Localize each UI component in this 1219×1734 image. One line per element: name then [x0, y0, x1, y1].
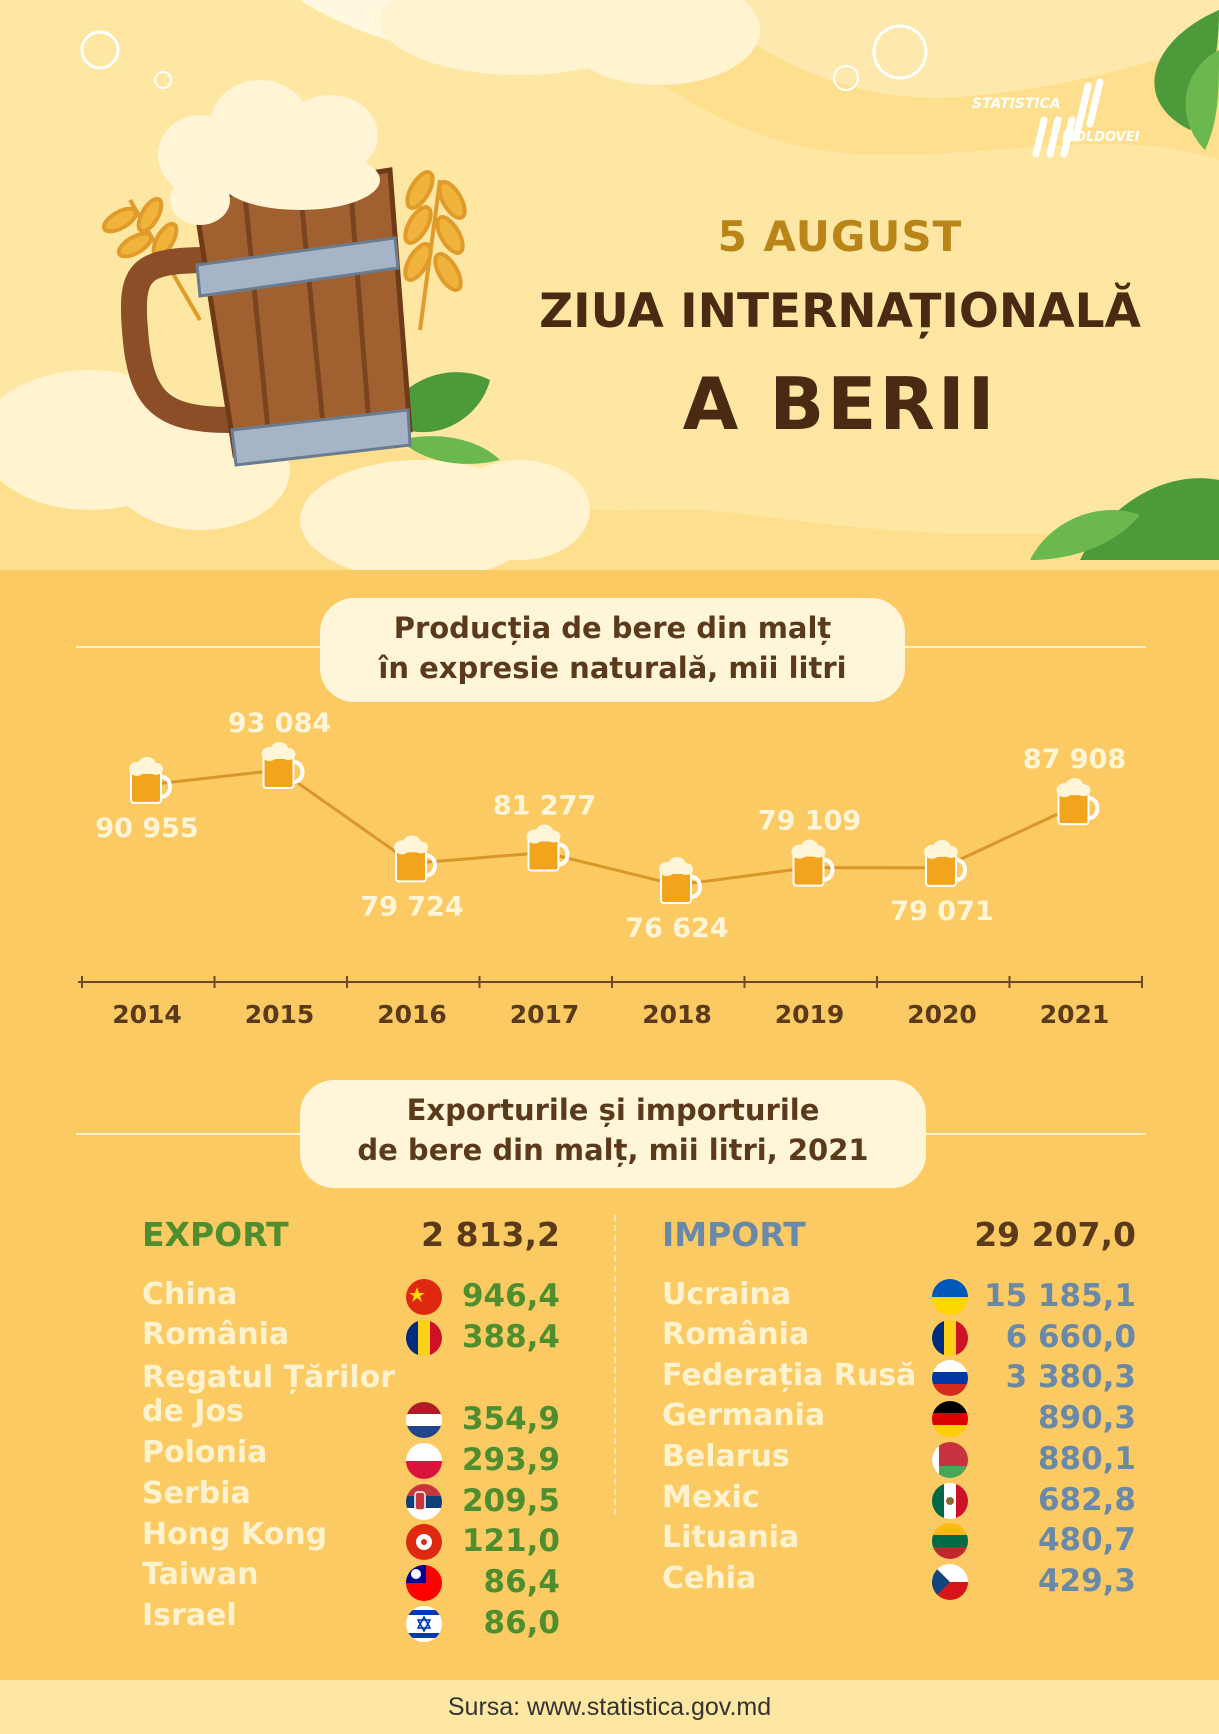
export-heading: EXPORT	[142, 1215, 289, 1254]
germany-flag-icon	[932, 1401, 968, 1437]
import-value: 15 185,1	[984, 1278, 1136, 1314]
import-value: 429,3	[1037, 1563, 1136, 1599]
import-country-name: Germania	[662, 1398, 826, 1433]
data-point-label: 76 624	[625, 913, 728, 944]
beer-mug-marker	[659, 857, 702, 904]
x-tick-label: 2015	[245, 1000, 315, 1029]
x-tick-label: 2018	[642, 1000, 712, 1029]
beer-mug-marker	[394, 835, 437, 883]
export-value: 293,9	[461, 1442, 560, 1478]
russia-flag-icon	[932, 1360, 968, 1396]
czechia-flag-icon	[932, 1564, 968, 1600]
romania-flag-icon	[932, 1320, 968, 1356]
x-tick-label: 2019	[775, 1000, 845, 1029]
beer-mug-marker	[129, 756, 172, 804]
netherlands-flag-icon	[406, 1402, 442, 1438]
export-value: 388,4	[461, 1319, 560, 1355]
export-value: 354,9	[461, 1401, 560, 1437]
export-country-name: România	[142, 1317, 290, 1352]
belarus-flag-icon	[932, 1442, 968, 1478]
export-value: 86,0	[483, 1605, 561, 1641]
import-country-name: România	[662, 1317, 810, 1352]
import-country-name: Ucraina	[662, 1277, 792, 1312]
import-heading: IMPORT	[662, 1215, 806, 1254]
export-country-name-line2: de Jos	[142, 1394, 244, 1429]
import-value: 682,8	[1037, 1482, 1136, 1518]
export-country-name: Hong Kong	[142, 1517, 328, 1552]
ukraine-flag-icon	[932, 1279, 968, 1315]
export-country-name: Israel	[142, 1598, 237, 1633]
production-section-title: Producția de bere din malț în expresie n…	[320, 598, 905, 702]
x-tick-label: 2021	[1040, 1000, 1110, 1029]
x-tick-label: 2016	[377, 1000, 447, 1029]
production-title-line2: în expresie naturală, mii litri	[378, 651, 847, 685]
trade-title-line2: de bere din malț, mii litri, 2021	[357, 1133, 869, 1167]
source-footer: Sursa: www.statistica.gov.md	[0, 1680, 1219, 1734]
export-country-name: Serbia	[142, 1476, 251, 1511]
import-country-name: Lituania	[662, 1520, 800, 1555]
export-country-name-line1: Regatul Țărilor	[142, 1360, 396, 1395]
data-point-label: 90 955	[95, 813, 198, 844]
export-total: 2 813,2	[421, 1215, 560, 1254]
import-value: 480,7	[1037, 1522, 1136, 1558]
hong-kong-flag-icon	[406, 1524, 442, 1560]
data-point-label: 79 071	[890, 896, 993, 927]
x-tick-label: 2017	[510, 1000, 580, 1029]
mexico-flag-icon	[932, 1483, 968, 1519]
beer-mug-marker	[526, 824, 570, 872]
import-value: 6 660,0	[1005, 1319, 1136, 1355]
export-country-name: Polonia	[142, 1435, 268, 1470]
poland-flag-icon	[406, 1443, 442, 1479]
data-point-label: 93 084	[228, 708, 331, 739]
export-country-name: Taiwan	[142, 1557, 259, 1592]
data-point-label: 79 109	[758, 806, 861, 837]
export-country-name: China	[142, 1277, 238, 1312]
import-country-name: Belarus	[662, 1439, 790, 1474]
x-tick-label: 2020	[907, 1000, 977, 1029]
beer-mug-marker	[1056, 778, 1100, 826]
import-country-name: Mexic	[662, 1480, 760, 1515]
production-series-line	[146, 768, 1076, 887]
lithuania-flag-icon	[932, 1523, 968, 1559]
import-country-name: Federația Rusă	[662, 1358, 917, 1393]
serbia-flag-icon	[406, 1484, 442, 1520]
x-tick-label: 2014	[112, 1000, 182, 1029]
export-value: 209,5	[461, 1483, 560, 1519]
page-title-line1: ZIUA INTERNAȚIONALĂ	[539, 284, 1141, 339]
export-value: 121,0	[461, 1523, 560, 1559]
statistica-moldovei-logo: STATISTICA MOLDOVEI	[966, 78, 1176, 168]
data-point-label: 79 724	[360, 891, 463, 922]
trade-title-line1: Exporturile și importurile	[406, 1093, 820, 1127]
data-point-label: 81 277	[493, 790, 596, 821]
romania-flag-icon	[406, 1320, 442, 1356]
column-divider	[614, 1215, 616, 1515]
import-value: 890,3	[1037, 1400, 1136, 1436]
production-line-chart: 90 955 93 084 79 724 81 277 76 624 79 109 79 0…	[78, 708, 1143, 1029]
data-point-label: 87 908	[1023, 744, 1126, 775]
import-total: 29 207,0	[974, 1215, 1136, 1254]
export-value: 946,4	[461, 1278, 560, 1314]
beer-mug-marker	[791, 839, 835, 887]
beer-mug-marker	[261, 742, 305, 789]
export-value: 86,4	[483, 1564, 561, 1600]
production-title-line1: Producția de bere din malț	[393, 611, 832, 645]
logo-text-statistica: STATISTICA	[972, 96, 1061, 112]
trade-section-title: Exporturile și importurile de bere din m…	[300, 1080, 926, 1188]
import-value: 880,1	[1037, 1441, 1136, 1477]
beer-mug-illustration	[0, 0, 1219, 570]
import-country-name: Cehia	[662, 1561, 757, 1596]
event-date: 5 AUGUST	[717, 212, 963, 261]
beer-mug-marker	[924, 839, 967, 887]
taiwan-flag-icon	[406, 1565, 442, 1601]
china-flag-icon	[406, 1279, 442, 1315]
import-value: 3 380,3	[1005, 1359, 1136, 1395]
logo-text-moldovei: MOLDOVEI	[1062, 130, 1140, 145]
page-title-line2: A BERII	[682, 362, 998, 446]
israel-flag-icon	[406, 1606, 442, 1642]
header-banner: STATISTICA MOLDOVEI 5 AUGUST ZIUA INTERN…	[0, 0, 1219, 570]
